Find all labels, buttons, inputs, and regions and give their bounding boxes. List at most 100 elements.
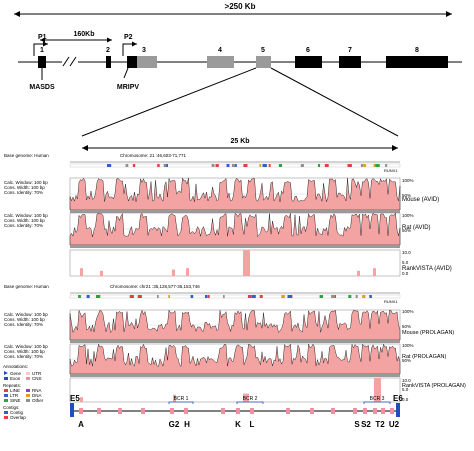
repeat-mark xyxy=(348,295,352,298)
cns-marker xyxy=(221,408,225,414)
rank-bars xyxy=(80,378,381,402)
contig-icon xyxy=(4,411,8,414)
repeat-mark xyxy=(215,164,219,167)
exon-box xyxy=(137,56,157,68)
repeat-marks xyxy=(107,164,388,167)
dna-repeat-icon xyxy=(26,394,30,397)
repeat-mark xyxy=(125,164,129,167)
track-base-bar xyxy=(70,210,400,213)
repeat-mark xyxy=(207,295,210,298)
pct-tick: 50% xyxy=(402,228,411,233)
legend-item: Gene xyxy=(10,371,22,376)
ltr-repeat-icon xyxy=(4,394,8,397)
cns-marker xyxy=(118,408,122,414)
repeat-track xyxy=(69,294,401,299)
rank-tick: 0.0 xyxy=(402,271,409,276)
cns-marker xyxy=(184,408,188,414)
gene-label: RUNX1 xyxy=(384,168,398,173)
rna-repeat-icon xyxy=(26,389,30,392)
rank-tick: 5.0 xyxy=(402,260,409,265)
cns-marker xyxy=(381,408,385,414)
bcr-bracket xyxy=(363,401,391,404)
repeat-mark xyxy=(205,295,208,298)
legend-item: Exon xyxy=(10,376,21,381)
rank-bars xyxy=(80,250,376,276)
cns-icon xyxy=(26,377,30,380)
conservation-plot xyxy=(69,212,401,246)
exon-marker xyxy=(70,403,74,417)
repeat-mark xyxy=(324,164,329,167)
exon-e5-label: E5 xyxy=(70,394,80,403)
conservation-plot xyxy=(69,343,401,375)
legend-item: DNA xyxy=(32,393,42,398)
exon-box xyxy=(106,56,111,68)
element-label: U2 xyxy=(389,420,400,429)
exon-box xyxy=(339,56,361,68)
promoter-p2-arrow xyxy=(122,43,137,56)
rank-bar xyxy=(172,269,175,276)
utr-icon xyxy=(26,372,30,375)
rank-bar xyxy=(80,268,83,276)
cns-marker xyxy=(331,408,335,414)
element-label: A xyxy=(78,420,84,429)
repeat-mark xyxy=(234,164,237,167)
bcr-label: BCR 3 xyxy=(370,396,385,402)
cns-marker xyxy=(236,408,240,414)
rank-tick: 10.0 xyxy=(402,250,411,255)
track-param: Calc. Window: 100 bp xyxy=(4,312,48,317)
repeat-mark xyxy=(268,164,271,167)
cns-marker xyxy=(363,408,367,414)
track-name: Mouse (AVID) xyxy=(402,197,439,203)
track-param: Calc. Window: 100 bp xyxy=(4,213,48,218)
exon-box xyxy=(127,56,137,68)
track-base-bar xyxy=(70,340,400,343)
repeat-mark xyxy=(164,164,167,167)
track-param: Cons. Width: 100 bp xyxy=(4,317,45,322)
exon-box xyxy=(295,56,322,68)
track-param: Calc. Window: 100 bp xyxy=(4,344,48,349)
repeat-mark xyxy=(331,295,336,298)
pct-tick: 100% xyxy=(402,178,414,183)
cns-marker xyxy=(79,408,83,414)
panel-prolagan: Base genome: Human Chromosome: chr21 :35… xyxy=(4,284,466,403)
legend-item: LINE xyxy=(10,388,20,393)
repeat-mark xyxy=(190,295,194,298)
cns-marker xyxy=(286,408,290,414)
exon-number: 4 xyxy=(218,47,222,54)
rank-bar xyxy=(357,270,360,276)
exon-number: 7 xyxy=(348,47,352,54)
pct-tick: 50% xyxy=(402,358,411,363)
repeat-mark xyxy=(78,295,81,298)
gene-map: >250 Kb 160Kb P1 P2 1 2 3 4 5 6 7 xyxy=(14,2,462,151)
repeat-mark xyxy=(96,295,101,298)
break-mark xyxy=(69,56,77,67)
rank-bar xyxy=(80,397,83,402)
exon-number: 3 xyxy=(142,47,146,54)
legend-item: CNS xyxy=(32,376,42,381)
rank-tick: 0.0 xyxy=(402,397,409,402)
exon-number: 8 xyxy=(415,47,419,54)
legend-item: SINE xyxy=(10,398,21,403)
pct-tick: 100% xyxy=(402,343,414,348)
repeat-mark xyxy=(243,164,248,167)
pct-tick: 100% xyxy=(402,309,414,314)
panel-avid: Base genome: Human Chromosome: 21 :46,60… xyxy=(4,153,452,277)
rank-tick: 5.0 xyxy=(402,387,409,392)
pct-tick: 50% xyxy=(402,324,411,329)
pct-tick: 100% xyxy=(402,213,414,218)
repeat-mark xyxy=(259,164,262,167)
bcr-label: BCR 1 xyxy=(174,396,189,402)
other-repeat-icon xyxy=(26,399,30,402)
exon-box xyxy=(38,56,46,68)
repeat-mark xyxy=(360,164,364,167)
track-name: RankVISTA (AVID) xyxy=(402,266,452,272)
track-base-bar xyxy=(70,374,400,377)
legend-item: Contig xyxy=(10,410,24,415)
element-label: S2 xyxy=(361,420,371,429)
track-name: Mouse (PROLAGAN) xyxy=(402,330,454,336)
base-genome: Base genome: Human xyxy=(4,153,49,158)
cns-marker xyxy=(390,408,394,414)
rank-tick: 10.0 xyxy=(402,378,411,383)
rank-bar xyxy=(373,268,376,276)
